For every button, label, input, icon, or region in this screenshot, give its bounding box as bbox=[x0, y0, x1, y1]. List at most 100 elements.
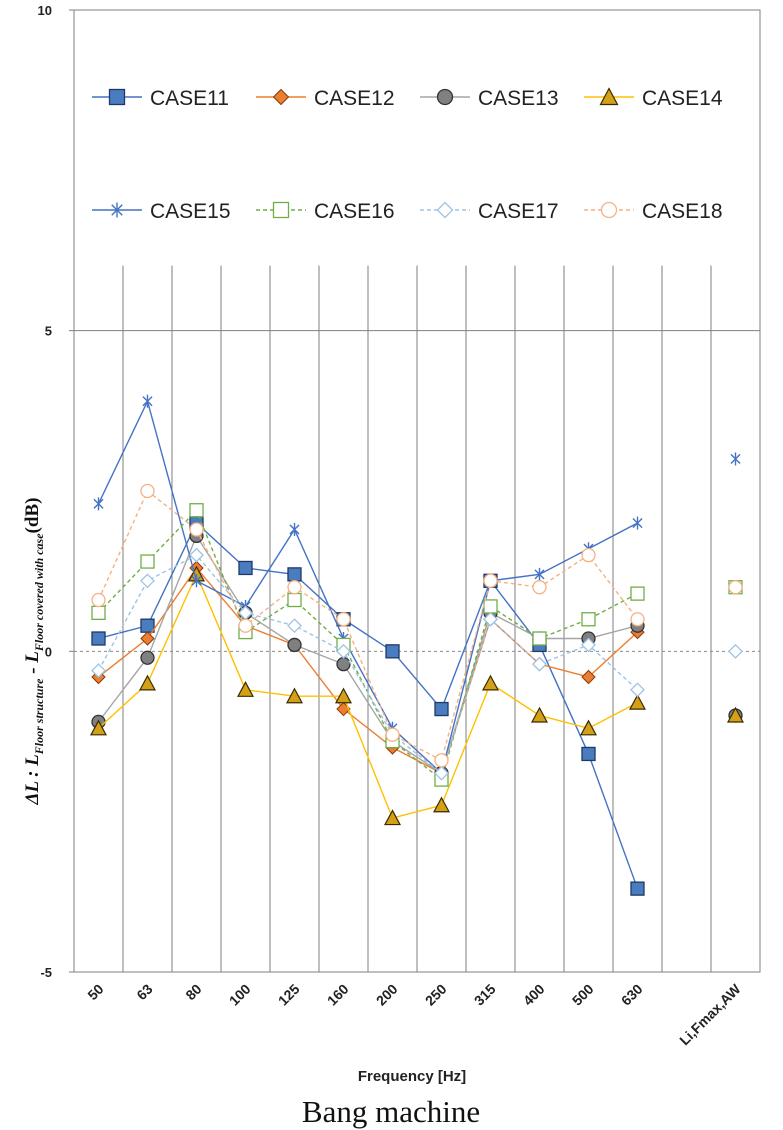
marker bbox=[285, 687, 304, 704]
x-tick-label: 630 bbox=[618, 981, 646, 1009]
marker bbox=[336, 643, 351, 659]
legend-label: CASE11 bbox=[150, 87, 229, 110]
marker bbox=[581, 547, 596, 563]
marker bbox=[730, 452, 741, 466]
marker bbox=[600, 201, 618, 219]
marker bbox=[189, 547, 204, 563]
marker-stroke bbox=[730, 453, 741, 464]
y-label-main: ΔL : L bbox=[22, 754, 43, 805]
legend-label: CASE16 bbox=[314, 200, 395, 223]
x-tick-label: 315 bbox=[471, 981, 499, 1009]
marker bbox=[91, 631, 106, 646]
marker bbox=[385, 727, 400, 742]
marker bbox=[287, 592, 302, 608]
marker bbox=[483, 573, 498, 588]
y-label-sub1: Floor structure bbox=[32, 678, 46, 755]
marker bbox=[287, 637, 302, 653]
marker-stroke bbox=[111, 204, 123, 216]
chart-caption: Bang machine bbox=[302, 1094, 480, 1129]
y-tick-label: 5 bbox=[45, 324, 52, 339]
series-line bbox=[98, 566, 638, 775]
x-axis-label: Frequency [Hz] bbox=[358, 1068, 466, 1085]
marker bbox=[89, 719, 108, 736]
x-tick-label: 125 bbox=[275, 981, 303, 1009]
marker-stroke bbox=[93, 498, 104, 509]
x-tick-label: 100 bbox=[226, 981, 254, 1009]
marker bbox=[581, 746, 596, 762]
marker bbox=[481, 674, 500, 691]
marker bbox=[93, 497, 104, 511]
marker bbox=[385, 644, 400, 659]
marker bbox=[189, 522, 204, 537]
marker bbox=[140, 554, 155, 569]
marker bbox=[138, 674, 157, 691]
marker bbox=[142, 394, 153, 408]
y-tick-label: 0 bbox=[45, 644, 52, 659]
series-line bbox=[97, 534, 638, 775]
legend-item-case11: CASE11 bbox=[92, 87, 229, 110]
marker bbox=[336, 657, 351, 672]
marker-stroke bbox=[534, 569, 545, 580]
marker bbox=[108, 88, 126, 106]
marker bbox=[140, 618, 155, 633]
marker bbox=[272, 201, 290, 219]
y-label-unit: (dB) bbox=[22, 498, 43, 534]
marker bbox=[191, 574, 202, 588]
marker-stroke bbox=[142, 396, 153, 407]
marker-stroke bbox=[632, 518, 643, 529]
legend-label: CASE13 bbox=[478, 87, 559, 110]
marker bbox=[334, 687, 353, 704]
marker bbox=[436, 201, 454, 219]
marker bbox=[287, 567, 302, 582]
marker bbox=[238, 560, 253, 576]
legend-item-case15: CASE15 bbox=[92, 200, 231, 223]
legend-label: CASE15 bbox=[150, 200, 231, 223]
marker bbox=[434, 765, 449, 781]
marker bbox=[628, 693, 647, 710]
marker bbox=[581, 637, 596, 653]
marker bbox=[189, 503, 204, 518]
marker bbox=[632, 516, 643, 530]
marker bbox=[336, 612, 351, 627]
marker bbox=[728, 643, 743, 659]
series-line bbox=[97, 489, 639, 762]
marker bbox=[630, 682, 645, 698]
marker bbox=[530, 706, 549, 723]
marker bbox=[272, 88, 290, 106]
series-case18 bbox=[91, 483, 743, 768]
legend-item-case18: CASE18 bbox=[584, 200, 723, 223]
series-line bbox=[98, 521, 639, 889]
x-tick-label: 80 bbox=[182, 981, 204, 1003]
marker-stroke bbox=[191, 575, 202, 586]
y-label-sub2: Floor covered with case bbox=[32, 533, 46, 652]
x-tick-label: 200 bbox=[373, 981, 401, 1009]
marker bbox=[581, 612, 596, 627]
series-line bbox=[97, 554, 638, 775]
legend-item-case16: CASE16 bbox=[256, 200, 395, 223]
x-tick-label: 50 bbox=[84, 981, 106, 1003]
x-tick-label: 63 bbox=[133, 981, 155, 1003]
marker bbox=[91, 605, 106, 621]
marker bbox=[140, 631, 155, 646]
marker bbox=[140, 483, 155, 499]
marker bbox=[383, 809, 402, 826]
marker bbox=[599, 87, 619, 106]
marker bbox=[630, 586, 645, 601]
marker bbox=[581, 669, 596, 685]
series-line bbox=[97, 508, 638, 781]
legend-background bbox=[78, 60, 748, 260]
marker bbox=[287, 618, 302, 634]
marker bbox=[91, 592, 106, 608]
legend-item-case12: CASE12 bbox=[256, 87, 395, 110]
series-layer bbox=[89, 394, 745, 896]
series-case14 bbox=[89, 565, 745, 826]
marker bbox=[532, 580, 547, 595]
x-tick-label: 400 bbox=[520, 981, 548, 1009]
marker bbox=[140, 650, 155, 665]
marker bbox=[432, 796, 451, 813]
marker bbox=[289, 522, 300, 536]
series-line bbox=[98, 572, 638, 819]
marker bbox=[483, 599, 498, 614]
x-tick-label: 160 bbox=[324, 981, 352, 1009]
